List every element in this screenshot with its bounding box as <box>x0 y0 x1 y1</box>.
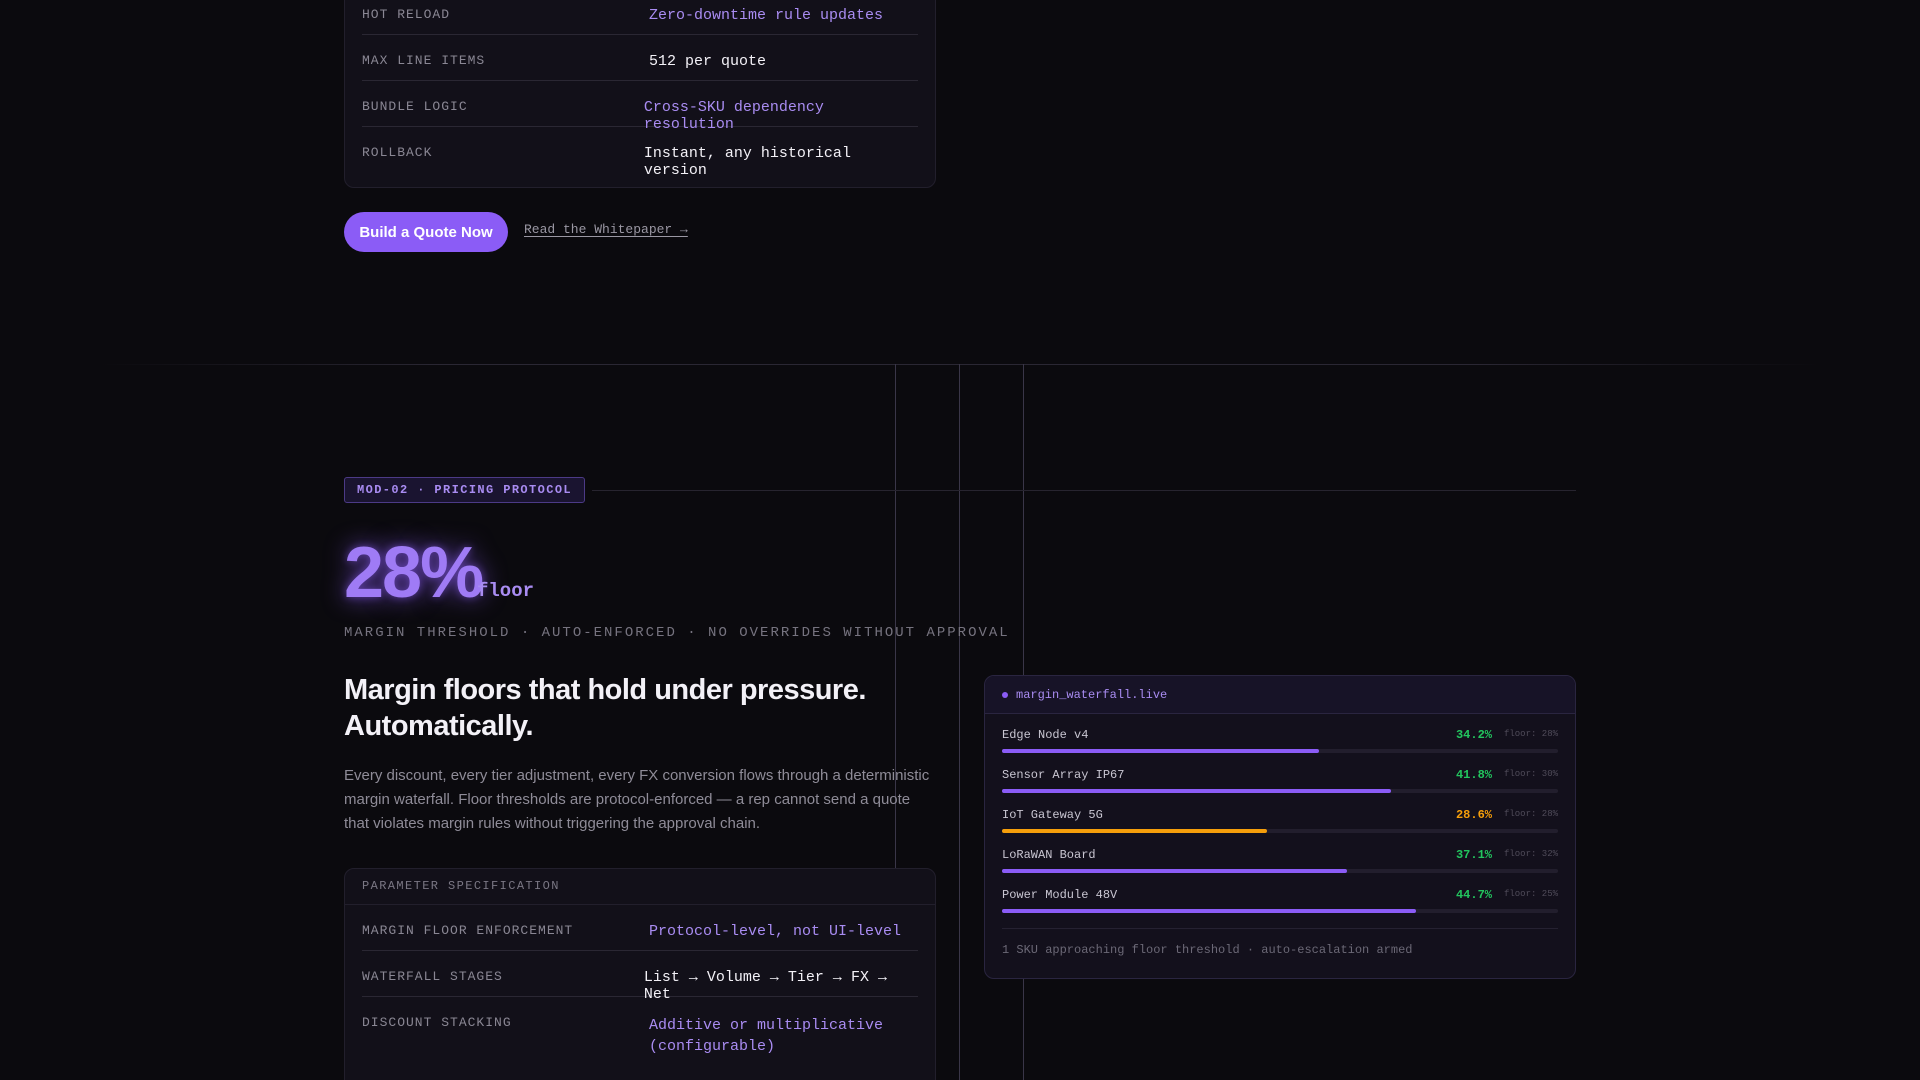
margin-bar-track <box>1002 829 1558 833</box>
spec-row-rollback: ROLLBACK Instant, any historical version <box>362 127 918 179</box>
sku-row: Edge Node v4 34.2% floor: 28% <box>1002 714 1558 754</box>
sku-floor: floor: 25% <box>1503 889 1558 899</box>
spec-key: MARGIN FLOOR ENFORCEMENT <box>362 923 574 938</box>
live-dot-icon <box>1002 691 1008 698</box>
guide-line <box>895 364 896 1080</box>
sku-list: Edge Node v4 34.2% floor: 28% Sensor Array … <box>985 714 1575 914</box>
guide-line <box>959 364 960 1080</box>
spec-key: MAX LINE ITEMS <box>362 53 486 68</box>
sku-margin-pct: 28.6% <box>1455 808 1492 822</box>
panel-title: margin_waterfall.live <box>1016 687 1168 702</box>
spec-row-bundle-logic: BUNDLE LOGIC Cross-SKU dependency resolu… <box>362 81 918 133</box>
sku-name: IoT Gateway 5G <box>1002 808 1103 822</box>
sku-margin-pct: 41.8% <box>1455 768 1492 782</box>
sku-floor: floor: 30% <box>1503 769 1558 779</box>
sku-floor: floor: 28% <box>1503 729 1558 739</box>
spec-row-hot-reload: HOT RELOAD Zero-downtime rule updates <box>362 0 918 35</box>
margin-bar-fill <box>1002 749 1319 753</box>
spec-key: DISCOUNT STACKING <box>362 1015 512 1030</box>
sku-name: Sensor Array IP67 <box>1002 768 1125 782</box>
module-rule <box>592 490 1576 491</box>
spec-key: BUNDLE LOGIC <box>362 99 468 114</box>
sku-name: Power Module 48V <box>1002 888 1118 902</box>
margin-bar-fill <box>1002 789 1392 793</box>
sku-row: LoRaWAN Board 37.1% floor: 32% <box>1002 834 1558 874</box>
spec-row-max-line-items: MAX LINE ITEMS 512 per quote <box>362 35 918 81</box>
sku-floor: floor: 32% <box>1503 849 1558 859</box>
spec-row-discount-stacking: DISCOUNT STACKING Additive or multiplica… <box>362 997 918 1065</box>
spec-value: Zero-downtime rule updates <box>649 7 884 24</box>
spec-key: WATERFALL STAGES <box>362 969 503 984</box>
parameter-spec-title: PARAMETER SPECIFICATION <box>345 869 935 905</box>
spec-value: 512 per quote <box>649 53 767 70</box>
headline-line-1: Margin floors that hold under pressure. <box>344 674 866 706</box>
margin-floor-unit: floor <box>477 580 535 602</box>
sku-margin-pct: 34.2% <box>1455 728 1492 742</box>
spec-value: Instant, any historical version <box>643 145 851 179</box>
margin-bar-fill <box>1002 869 1347 873</box>
sku-name: LoRaWAN Board <box>1002 848 1096 862</box>
sku-row: IoT Gateway 5G 28.6% floor: 28% <box>1002 794 1558 834</box>
margin-bar-track <box>1002 869 1558 873</box>
sku-margin-pct: 37.1% <box>1455 848 1492 862</box>
spec-value: Cross-SKU dependency resolution <box>643 99 824 133</box>
margin-floor-stat: 28% <box>344 533 484 613</box>
section-headline: Margin floors that hold under pressure. … <box>344 672 904 744</box>
parameter-spec-card: PARAMETER SPECIFICATION MARGIN FLOOR ENF… <box>344 868 936 1080</box>
panel-header: margin_waterfall.live <box>985 676 1575 714</box>
spec-row-margin-floor: MARGIN FLOOR ENFORCEMENT Protocol-level,… <box>362 905 918 951</box>
margin-bar-track <box>1002 749 1558 753</box>
margin-bar-track <box>1002 789 1558 793</box>
spec-key: HOT RELOAD <box>362 7 451 22</box>
sku-row: Power Module 48V 44.7% floor: 25% <box>1002 874 1558 914</box>
section-divider <box>100 364 1820 365</box>
sku-margin-pct: 44.7% <box>1455 888 1492 902</box>
sku-name: Edge Node v4 <box>1002 728 1089 742</box>
build-quote-button[interactable]: Build a Quote Now <box>344 212 508 252</box>
integration-spec-card: HOT RELOAD Zero-downtime rule updates MA… <box>344 0 936 188</box>
margin-bar-fill <box>1002 909 1417 913</box>
read-whitepaper-link[interactable]: Read the Whitepaper → <box>524 222 688 237</box>
panel-footer-status: 1 SKU approaching floor threshold · auto… <box>1002 928 1558 957</box>
module-tag: MOD-02 · PRICING PROTOCOL <box>344 477 586 503</box>
spec-value: List → Volume → Tier → FX → Net <box>643 969 887 1003</box>
margin-waterfall-panel: margin_waterfall.live Edge Node v4 34.2% f… <box>984 675 1576 979</box>
section-description: Every discount, every tier adjustment, e… <box>344 767 930 832</box>
spec-key: ROLLBACK <box>362 145 433 160</box>
sku-row: Sensor Array IP67 41.8% floor: 30% <box>1002 754 1558 794</box>
spec-value: Protocol-level, not UI-level <box>649 923 902 940</box>
sku-floor: floor: 28% <box>1503 809 1558 819</box>
margin-bar-fill <box>1002 829 1268 833</box>
spec-row-waterfall-stages: WATERFALL STAGES List → Volume → Tier → … <box>362 951 918 1003</box>
headline-line-2: Automatically. <box>344 710 534 742</box>
spec-value: Additive or multiplicative (configurable… <box>649 1017 884 1055</box>
margin-bar-track <box>1002 909 1558 913</box>
threshold-caption: MARGIN THRESHOLD · AUTO-ENFORCED · NO OV… <box>344 625 1010 641</box>
